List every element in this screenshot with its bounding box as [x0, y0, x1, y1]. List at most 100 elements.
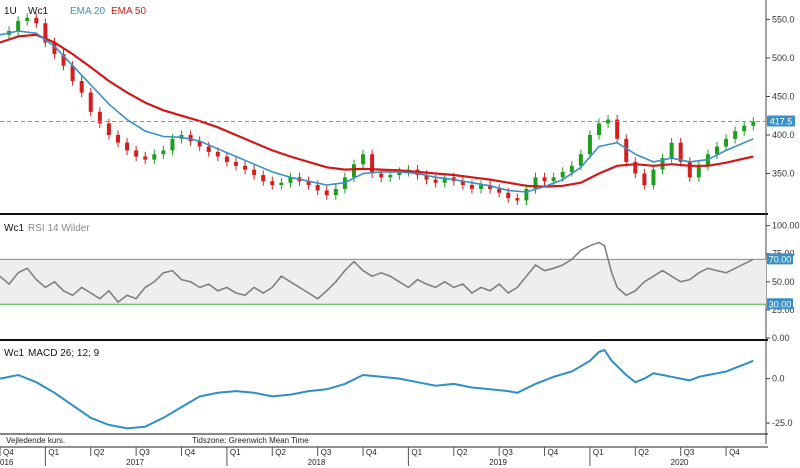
candle-body: [233, 161, 238, 166]
macd-interval-label: Wc1: [4, 348, 24, 359]
candle-body: [424, 175, 429, 180]
rsi-tick-label: 25.00: [772, 305, 795, 315]
candle-body: [542, 177, 547, 182]
rsi-upper-box: 70.00: [767, 253, 793, 264]
candle-body: [351, 164, 356, 178]
ema50-line: [0, 33, 754, 188]
candle-body: [515, 198, 520, 201]
candle-body: [660, 158, 665, 170]
candle-body: [88, 92, 93, 112]
macd-axis: 0.0 -25.0: [766, 374, 793, 428]
candle-body: [61, 54, 66, 66]
rsi-lower-box: 30.00: [767, 298, 793, 310]
quarter-label: Q2: [94, 448, 105, 457]
candle-body: [361, 154, 366, 165]
candle-body: [642, 173, 647, 186]
candle-body: [388, 175, 393, 178]
price-tick-label: 550.0: [772, 14, 795, 24]
candle-body: [134, 150, 139, 157]
candle-body: [197, 141, 202, 147]
candle-body: [79, 81, 84, 93]
candle-body: [751, 121, 756, 126]
quarter-label: Q4: [366, 448, 377, 457]
quarter-label: Q1: [411, 448, 422, 457]
candle-body: [215, 151, 220, 157]
candle-body: [97, 111, 102, 124]
price-tick-label: 400.0: [772, 130, 795, 140]
candle-body: [669, 142, 674, 159]
candle-body: [497, 188, 502, 193]
candle-body: [460, 181, 465, 186]
rsi-line: [0, 241, 754, 304]
quarter-label: Q3: [502, 448, 513, 457]
candle-body: [678, 142, 683, 162]
candle-body: [170, 138, 175, 151]
interval-label: Wc1: [28, 6, 48, 17]
macd-tick-label: -25.0: [772, 418, 793, 428]
ema50-legend: EMA 50: [111, 6, 146, 17]
price-candles: [7, 13, 756, 206]
candle-body: [651, 169, 656, 186]
candle-body: [597, 123, 602, 135]
quarter-label: Q1: [593, 448, 604, 457]
candle-body: [606, 119, 611, 124]
svg-text:30.00: 30.00: [769, 299, 792, 309]
candle-body: [397, 171, 402, 176]
candle-body: [615, 119, 620, 139]
candle-body: [324, 190, 329, 196]
year-label: 2020: [671, 458, 689, 467]
macd-title: MACD 26; 12; 9: [28, 348, 100, 359]
candle-body: [469, 185, 474, 189]
rsi-title: RSI 14 Wilder: [28, 223, 90, 234]
price-tick-label: 350.0: [772, 168, 795, 178]
quarter-label: Q3: [321, 448, 332, 457]
rsi-interval-label: Wc1: [4, 223, 24, 234]
candle-body: [270, 181, 275, 186]
price-tick-label: 450.0: [772, 91, 795, 101]
svg-text:70.00: 70.00: [769, 254, 792, 264]
candle-body: [115, 134, 120, 143]
candle-body: [70, 65, 75, 82]
candle-body: [633, 161, 638, 174]
quarter-label: Q1: [230, 448, 241, 457]
ema20-line: [0, 30, 754, 193]
rsi-tick-label: 50.00: [772, 277, 795, 287]
quarter-label: Q2: [638, 448, 649, 457]
price-panel: 550.0 500.0 450.0 400.0 350.0 417.5 1U Wc1 E…: [0, 6, 795, 206]
candle-body: [315, 185, 320, 191]
quarter-label: Q2: [275, 448, 286, 457]
candle-body: [306, 181, 311, 186]
candle-body: [243, 165, 248, 170]
candle-body: [34, 17, 39, 24]
candle-body: [252, 169, 257, 176]
price-tick-label: 500.0: [772, 53, 795, 63]
candle-body: [25, 17, 30, 21]
candle-body: [578, 154, 583, 166]
last-price-box: 417.5: [767, 115, 795, 127]
candle-body: [379, 173, 384, 178]
year-label: 2019: [489, 458, 507, 467]
candle-body: [533, 177, 538, 189]
candle-body: [560, 171, 565, 178]
candle-body: [370, 154, 375, 174]
candle-body: [488, 185, 493, 189]
macd-line: [0, 348, 754, 430]
candle-body: [333, 188, 338, 196]
year-label: 2018: [308, 458, 326, 467]
year-label: 2017: [126, 458, 144, 467]
candle-body: [506, 192, 511, 199]
candle-body: [587, 134, 592, 155]
candle-body: [106, 123, 111, 135]
candle-body: [433, 179, 438, 183]
candle-body: [569, 165, 574, 172]
candle-body: [125, 142, 130, 151]
quarter-label: Q4: [3, 448, 14, 457]
candle-body: [224, 156, 229, 162]
quarter-label: Q4: [548, 448, 559, 457]
rsi-band: [0, 259, 766, 305]
candle-body: [161, 150, 166, 155]
